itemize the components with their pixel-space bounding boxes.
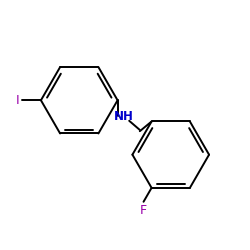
Text: F: F bbox=[140, 204, 147, 217]
Text: NH: NH bbox=[114, 110, 134, 123]
Text: I: I bbox=[16, 94, 20, 107]
